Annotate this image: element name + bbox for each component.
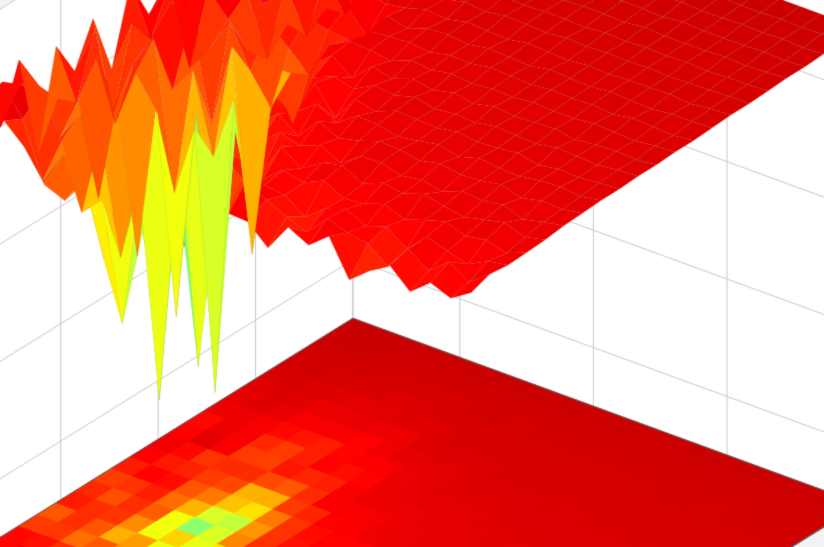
surface-chart: 51015201.522.533.5-40-30-20-10 <box>0 0 824 547</box>
chart-canvas <box>0 0 824 547</box>
